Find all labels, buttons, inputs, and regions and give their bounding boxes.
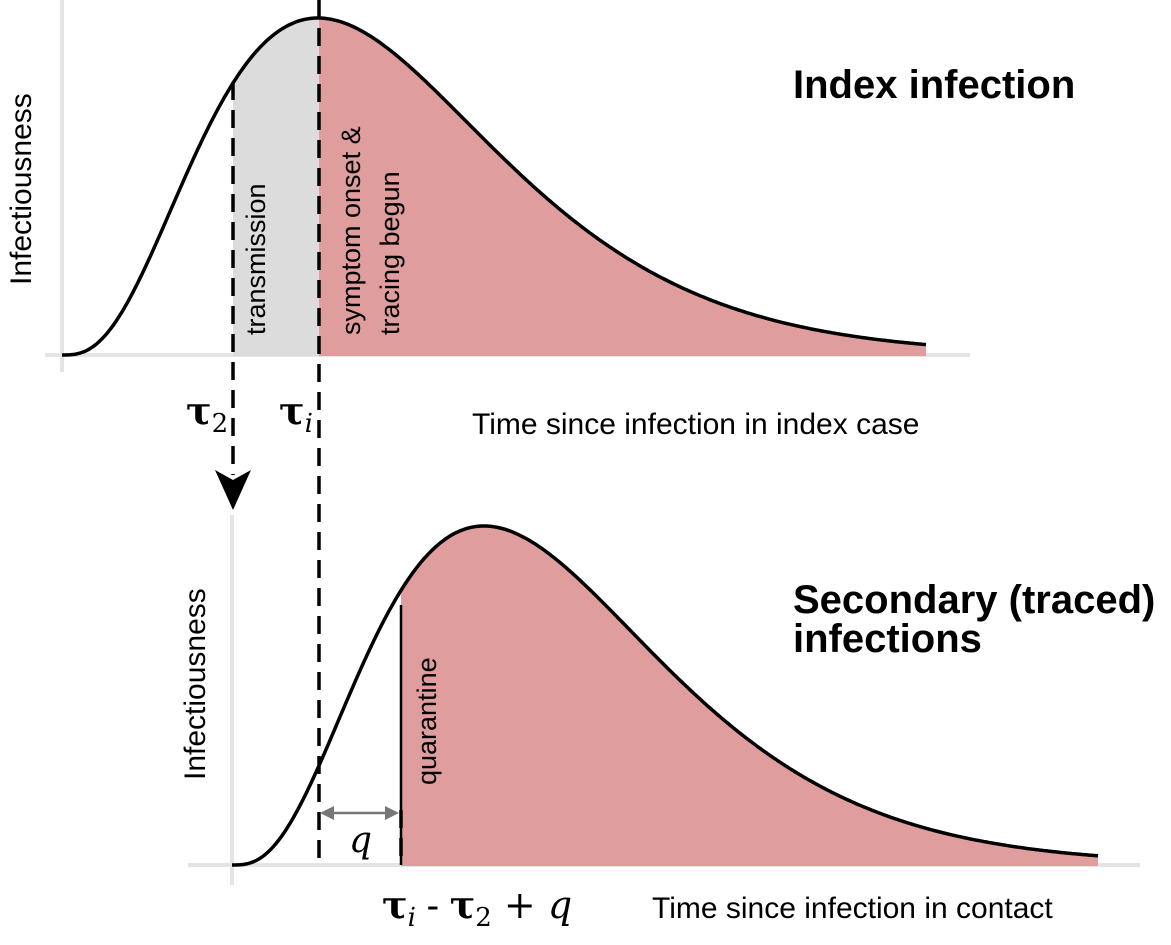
secondary-infectiousness-curve xyxy=(232,524,1099,867)
index-x-axis-label: Time since infection in index case xyxy=(472,408,919,441)
symptom-onset-label-line2: tracing begun xyxy=(375,171,405,335)
tau2-label: τ2 xyxy=(186,388,228,439)
index-panel: transmission symptom onset & tracing beg… xyxy=(5,0,1075,441)
taui-label: τi xyxy=(279,388,313,439)
index-transmission-fill xyxy=(233,18,319,356)
index-symptom-fill xyxy=(319,18,926,356)
quarantine-label: quarantine xyxy=(412,657,442,785)
symptom-onset-label-line1: symptom onset & xyxy=(336,126,366,335)
secondary-panel-title-line2: infections xyxy=(793,617,982,661)
index-infectiousness-curve xyxy=(62,16,927,357)
secondary-x-axis-label: Time since infection in contact xyxy=(652,892,1053,925)
down-arrowhead-icon xyxy=(215,470,251,510)
secondary-panel-title-line1: Secondary (traced) xyxy=(793,578,1155,622)
quarantine-time-expression: τi - τ2 + q xyxy=(382,882,572,933)
q-label: q xyxy=(349,820,372,861)
secondary-panel: quarantine Infectiousness Secondary (tra… xyxy=(179,515,1155,925)
secondary-y-axis-label: Infectiousness xyxy=(179,588,212,780)
transmission-label: transmission xyxy=(241,183,271,335)
dashed-markers xyxy=(215,0,403,865)
quarantine-fill xyxy=(401,526,1098,866)
index-panel-title: Index infection xyxy=(793,63,1075,107)
index-y-axis-label: Infectiousness xyxy=(5,93,38,285)
double-headed-arrow-icon xyxy=(320,806,399,820)
